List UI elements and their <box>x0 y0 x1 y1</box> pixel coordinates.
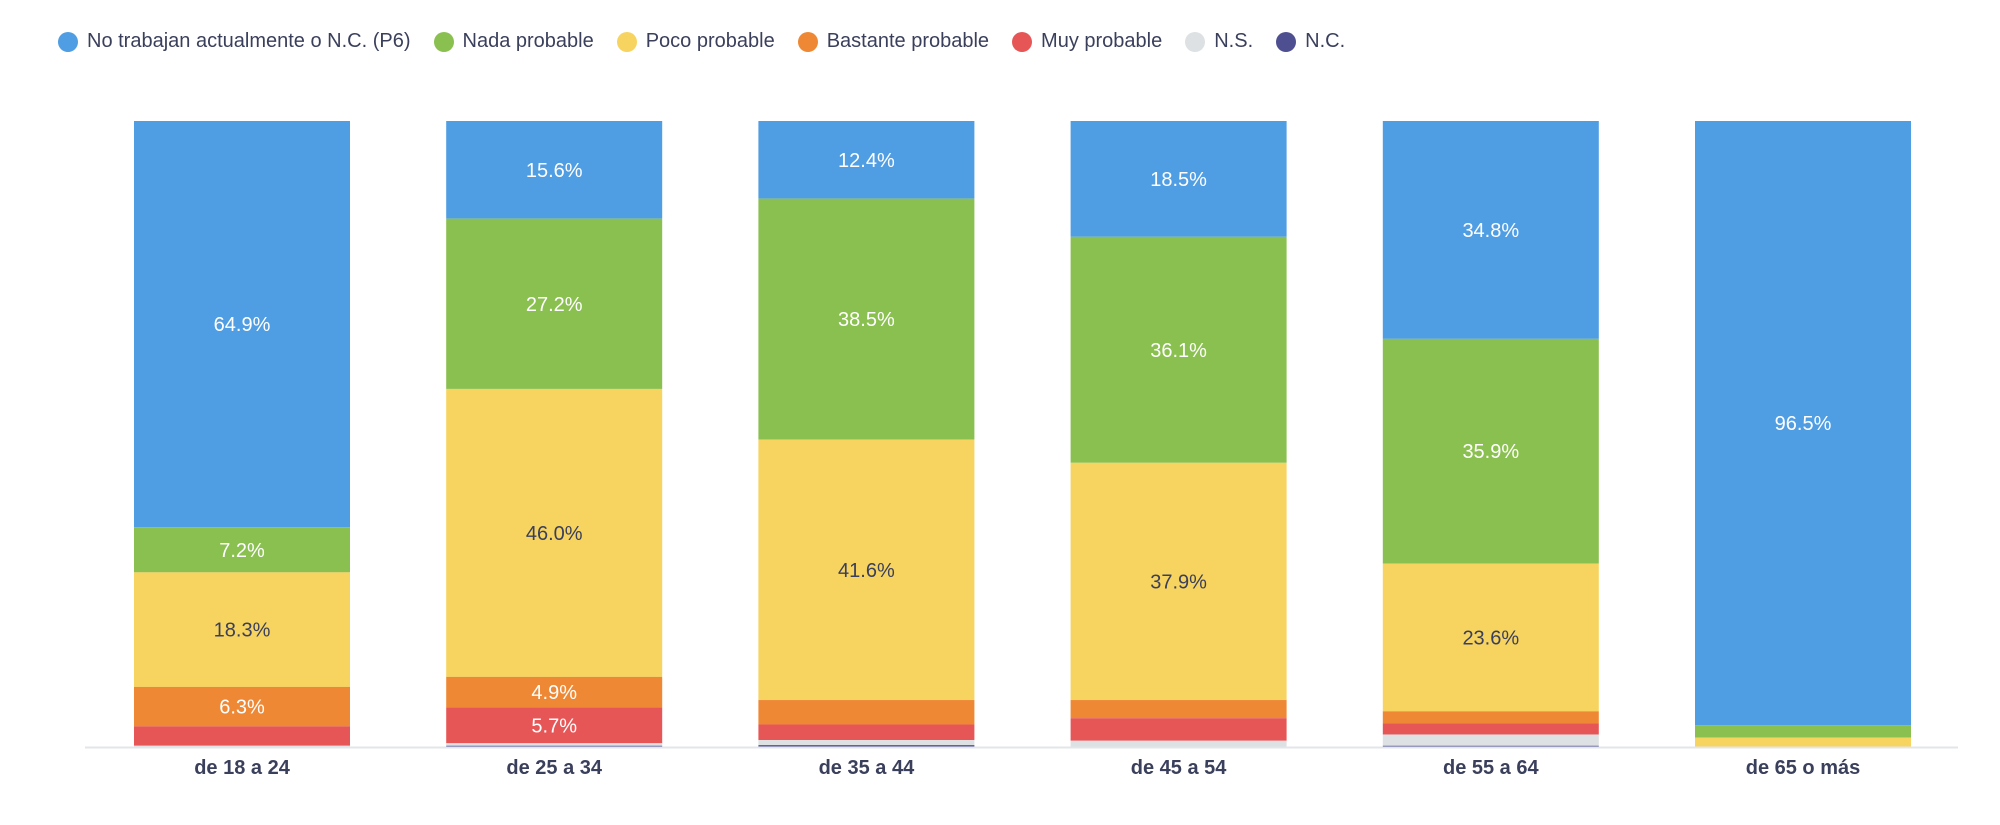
bar-segment[interactable] <box>758 439 975 701</box>
bar-segment[interactable] <box>1382 711 1599 724</box>
data-label: 64.9% <box>214 314 271 336</box>
bar-segment[interactable] <box>134 121 350 528</box>
bar-segment[interactable] <box>446 707 663 744</box>
data-label: 41.6% <box>838 560 895 582</box>
x-tick-label: de 65 o más <box>1746 757 1861 779</box>
bar-segment[interactable] <box>1382 734 1599 746</box>
legend-item[interactable]: Nada probable <box>433 30 594 53</box>
bar-segment[interactable] <box>134 686 350 727</box>
legend-item[interactable]: Muy probable <box>1012 30 1162 53</box>
legend-item[interactable]: N.S. <box>1185 30 1253 53</box>
legend-label: Nada probable <box>462 30 594 52</box>
legend-swatch-icon <box>797 31 818 52</box>
bar-segment[interactable] <box>1070 121 1287 237</box>
bar-segment[interactable] <box>446 676 663 708</box>
bar-segment[interactable] <box>446 218 663 389</box>
bar-segment[interactable] <box>446 745 663 747</box>
legend-item[interactable]: N.C. <box>1276 30 1345 53</box>
legend-item[interactable]: Poco probable <box>616 30 775 53</box>
data-label: 96.5% <box>1775 413 1832 435</box>
x-tick-label: de 55 a 64 <box>1443 757 1540 779</box>
bar-segment[interactable] <box>1382 121 1599 339</box>
data-label: 46.0% <box>526 523 583 545</box>
legend-swatch-icon <box>433 31 454 52</box>
legend-item[interactable]: No trabajan actualmente o N.C. (P6) <box>58 30 411 53</box>
legend-label: Poco probable <box>645 30 775 52</box>
legend-label: N.S. <box>1214 30 1254 52</box>
data-label: 18.3% <box>214 620 271 642</box>
bar-segment[interactable] <box>1382 563 1599 712</box>
bar-segment[interactable] <box>446 121 663 219</box>
bar-segment[interactable] <box>134 745 350 747</box>
data-label: 27.2% <box>526 294 583 316</box>
chart-legend: No trabajan actualmente o N.C. (P6) Nada … <box>58 30 1368 53</box>
legend-swatch-icon <box>1276 31 1297 52</box>
legend-swatch-icon <box>616 31 637 52</box>
legend-swatch-icon <box>58 31 78 52</box>
x-tick-label: de 45 a 54 <box>1131 757 1228 779</box>
data-label: 6.3% <box>219 697 265 719</box>
data-label: 35.9% <box>1462 441 1519 463</box>
bar-segment[interactable] <box>1695 121 1911 726</box>
legend-item[interactable]: Bastante probable <box>797 30 990 53</box>
bar-segment[interactable] <box>758 724 975 741</box>
data-label: 5.7% <box>531 715 577 737</box>
bar-segment[interactable] <box>758 740 975 746</box>
data-label: 18.5% <box>1150 169 1207 191</box>
legend-label: No trabajan actualmente o N.C. (P6) <box>87 30 411 52</box>
bar-segment[interactable] <box>446 743 663 746</box>
bar-segment[interactable] <box>1070 236 1287 463</box>
bar-segment[interactable] <box>758 700 975 725</box>
bar-segment[interactable] <box>758 198 975 440</box>
data-label: 23.6% <box>1462 627 1519 649</box>
legend-swatch-icon <box>1185 31 1206 52</box>
data-label: 36.1% <box>1150 340 1207 362</box>
legend-label: N.C. <box>1305 30 1346 52</box>
bar-segment[interactable] <box>1695 737 1911 747</box>
x-tick-label: de 25 a 34 <box>506 757 603 779</box>
bar-segment[interactable] <box>758 745 975 747</box>
bar-segment[interactable] <box>1382 338 1599 564</box>
bar-segment[interactable] <box>1070 462 1287 701</box>
data-label: 4.9% <box>531 682 577 704</box>
bar-segment[interactable] <box>134 572 350 687</box>
data-label: 12.4% <box>838 150 895 172</box>
data-label: 34.8% <box>1462 220 1519 242</box>
bar-segment[interactable] <box>1070 740 1287 747</box>
legend-swatch-icon <box>1012 31 1033 52</box>
bar-segment[interactable] <box>1382 723 1599 735</box>
bar-segment[interactable] <box>446 388 663 677</box>
bar-segment[interactable] <box>134 726 350 746</box>
data-label: 37.9% <box>1150 571 1207 593</box>
bar-segment[interactable] <box>1695 725 1911 738</box>
legend-label: Muy probable <box>1041 30 1163 52</box>
x-tick-label: de 18 a 24 <box>194 757 291 779</box>
legend-label: Bastante probable <box>826 30 990 52</box>
data-label: 15.6% <box>526 160 583 182</box>
bar-segment[interactable] <box>1070 700 1287 719</box>
bar-segment[interactable] <box>1070 718 1287 741</box>
bar-segment[interactable] <box>758 121 975 199</box>
x-tick-label: de 35 a 44 <box>819 757 916 779</box>
bar-segment[interactable] <box>134 527 350 573</box>
data-label: 7.2% <box>219 540 265 562</box>
bar-segment[interactable] <box>1382 745 1599 747</box>
data-label: 38.5% <box>838 309 895 331</box>
